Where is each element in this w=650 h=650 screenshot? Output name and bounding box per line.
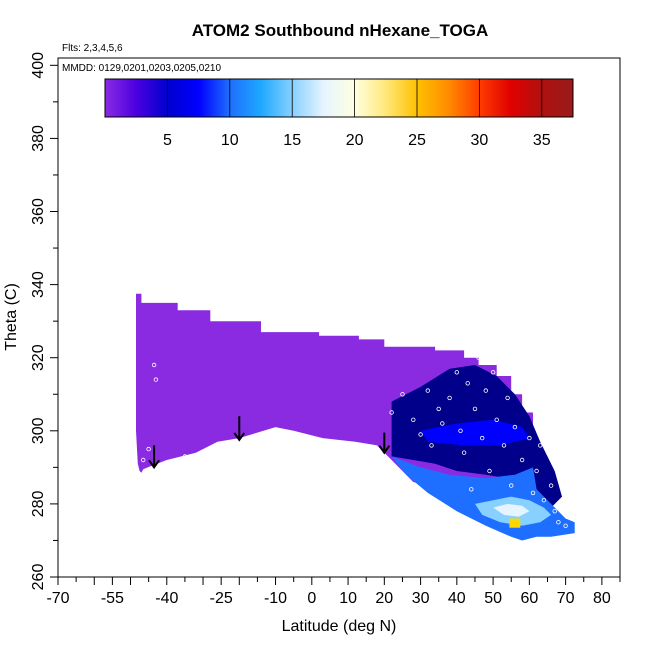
sample-point xyxy=(429,443,434,448)
x-tick-label: -40 xyxy=(155,590,178,607)
x-tick-label: 80 xyxy=(593,590,611,607)
chart-title: ATOM2 Southbound nHexane_TOGA xyxy=(192,21,489,40)
sample-point xyxy=(461,450,467,455)
y-axis: 260 280 300 320 340 360 380 400 xyxy=(30,52,58,590)
sample-point xyxy=(527,435,532,441)
x-tick-label: 60 xyxy=(521,590,539,607)
x-tick-label: 20 xyxy=(375,590,393,607)
sample-point xyxy=(469,487,474,492)
x-tick-label: 10 xyxy=(339,590,357,607)
sample-point xyxy=(563,523,568,528)
sample-point xyxy=(483,388,488,393)
region-mid-blue-band xyxy=(420,419,530,446)
dates-note: MMDD: 0129,0201,0203,0205,0210 xyxy=(62,63,221,74)
flights-note: Flts: 2,3,4,5,6 xyxy=(62,43,123,54)
sample-point xyxy=(490,370,496,375)
sample-point xyxy=(153,377,159,382)
y-tick-label: 260 xyxy=(30,564,47,591)
sample-point xyxy=(501,443,507,448)
sample-point xyxy=(418,432,423,437)
colorbar-tick-label: 10 xyxy=(221,132,239,149)
sample-point xyxy=(538,443,543,448)
y-tick-label: 340 xyxy=(30,271,47,298)
sample-point xyxy=(151,362,157,368)
sample-point xyxy=(389,410,394,415)
sample-point xyxy=(140,457,146,463)
colorbar-gradient xyxy=(104,78,574,118)
sample-point xyxy=(480,435,485,441)
sample-markers xyxy=(140,355,568,528)
sample-point xyxy=(494,417,499,422)
colorbar-tick-label: 20 xyxy=(346,132,364,149)
colorbar-tick-label: 5 xyxy=(163,132,172,149)
sample-point xyxy=(436,406,441,412)
plot-frame xyxy=(57,57,621,578)
arrow-marker xyxy=(233,416,246,442)
arrow-markers xyxy=(148,416,391,470)
sample-point xyxy=(548,483,554,488)
sample-point xyxy=(425,388,430,393)
y-tick-label: 360 xyxy=(30,198,47,225)
y-tick-label: 400 xyxy=(30,52,47,79)
sample-point xyxy=(556,520,561,525)
colorbar: 5 10 15 20 25 30 35 xyxy=(104,78,574,149)
colorbar-tick-label: 25 xyxy=(408,132,426,149)
colorbar-tick-label: 35 xyxy=(533,132,551,149)
sample-point xyxy=(505,395,510,401)
y-tick-label: 280 xyxy=(30,490,47,517)
sample-point xyxy=(498,359,503,364)
sample-point xyxy=(146,446,151,452)
region-yellow-max xyxy=(509,518,521,528)
sample-point xyxy=(197,456,202,461)
x-tick-label: 0 xyxy=(307,590,316,607)
sample-point xyxy=(182,454,188,459)
sample-point xyxy=(487,468,492,474)
y-tick-label: 380 xyxy=(30,125,47,152)
y-tick-label: 300 xyxy=(30,417,47,444)
sample-point xyxy=(541,498,547,503)
sample-point xyxy=(534,468,539,474)
x-axis: -70 -55 -40 -25 -10 0 10 20 30 40 50 60 70 80 xyxy=(46,577,621,607)
x-tick-label: -55 xyxy=(101,590,124,607)
x-tick-label: 30 xyxy=(412,590,430,607)
x-tick-label: -10 xyxy=(264,590,287,607)
x-tick-label: 50 xyxy=(484,590,502,607)
sample-point xyxy=(400,392,405,397)
arrow-marker xyxy=(148,445,160,470)
sample-point xyxy=(530,490,536,496)
x-axis-title: Latitude (deg N) xyxy=(282,618,397,635)
y-tick-label: 320 xyxy=(30,344,47,371)
colorbar-tick-label: 30 xyxy=(471,132,489,149)
sample-point xyxy=(472,406,478,412)
sample-point xyxy=(447,395,452,401)
sample-point xyxy=(458,428,463,433)
sample-point xyxy=(476,355,481,360)
colorbar-tick-label: 15 xyxy=(283,132,301,149)
heatmap-regions xyxy=(136,293,575,541)
region-pale-core xyxy=(493,503,530,517)
y-axis-title: Theta (C) xyxy=(3,283,20,351)
sample-point xyxy=(512,424,518,430)
x-tick-label: -70 xyxy=(46,590,69,607)
x-tick-label: -25 xyxy=(210,590,233,607)
arrow-marker xyxy=(378,432,391,455)
sample-point xyxy=(454,370,459,375)
sample-point xyxy=(523,403,528,408)
x-tick-label: 40 xyxy=(448,590,466,607)
sample-point xyxy=(465,381,470,386)
sample-point xyxy=(519,457,525,463)
sample-point xyxy=(509,483,514,488)
sample-point xyxy=(440,421,445,426)
sample-point xyxy=(516,377,521,382)
sample-point xyxy=(411,417,416,422)
x-tick-label: 70 xyxy=(557,590,575,607)
sample-point xyxy=(552,509,557,514)
